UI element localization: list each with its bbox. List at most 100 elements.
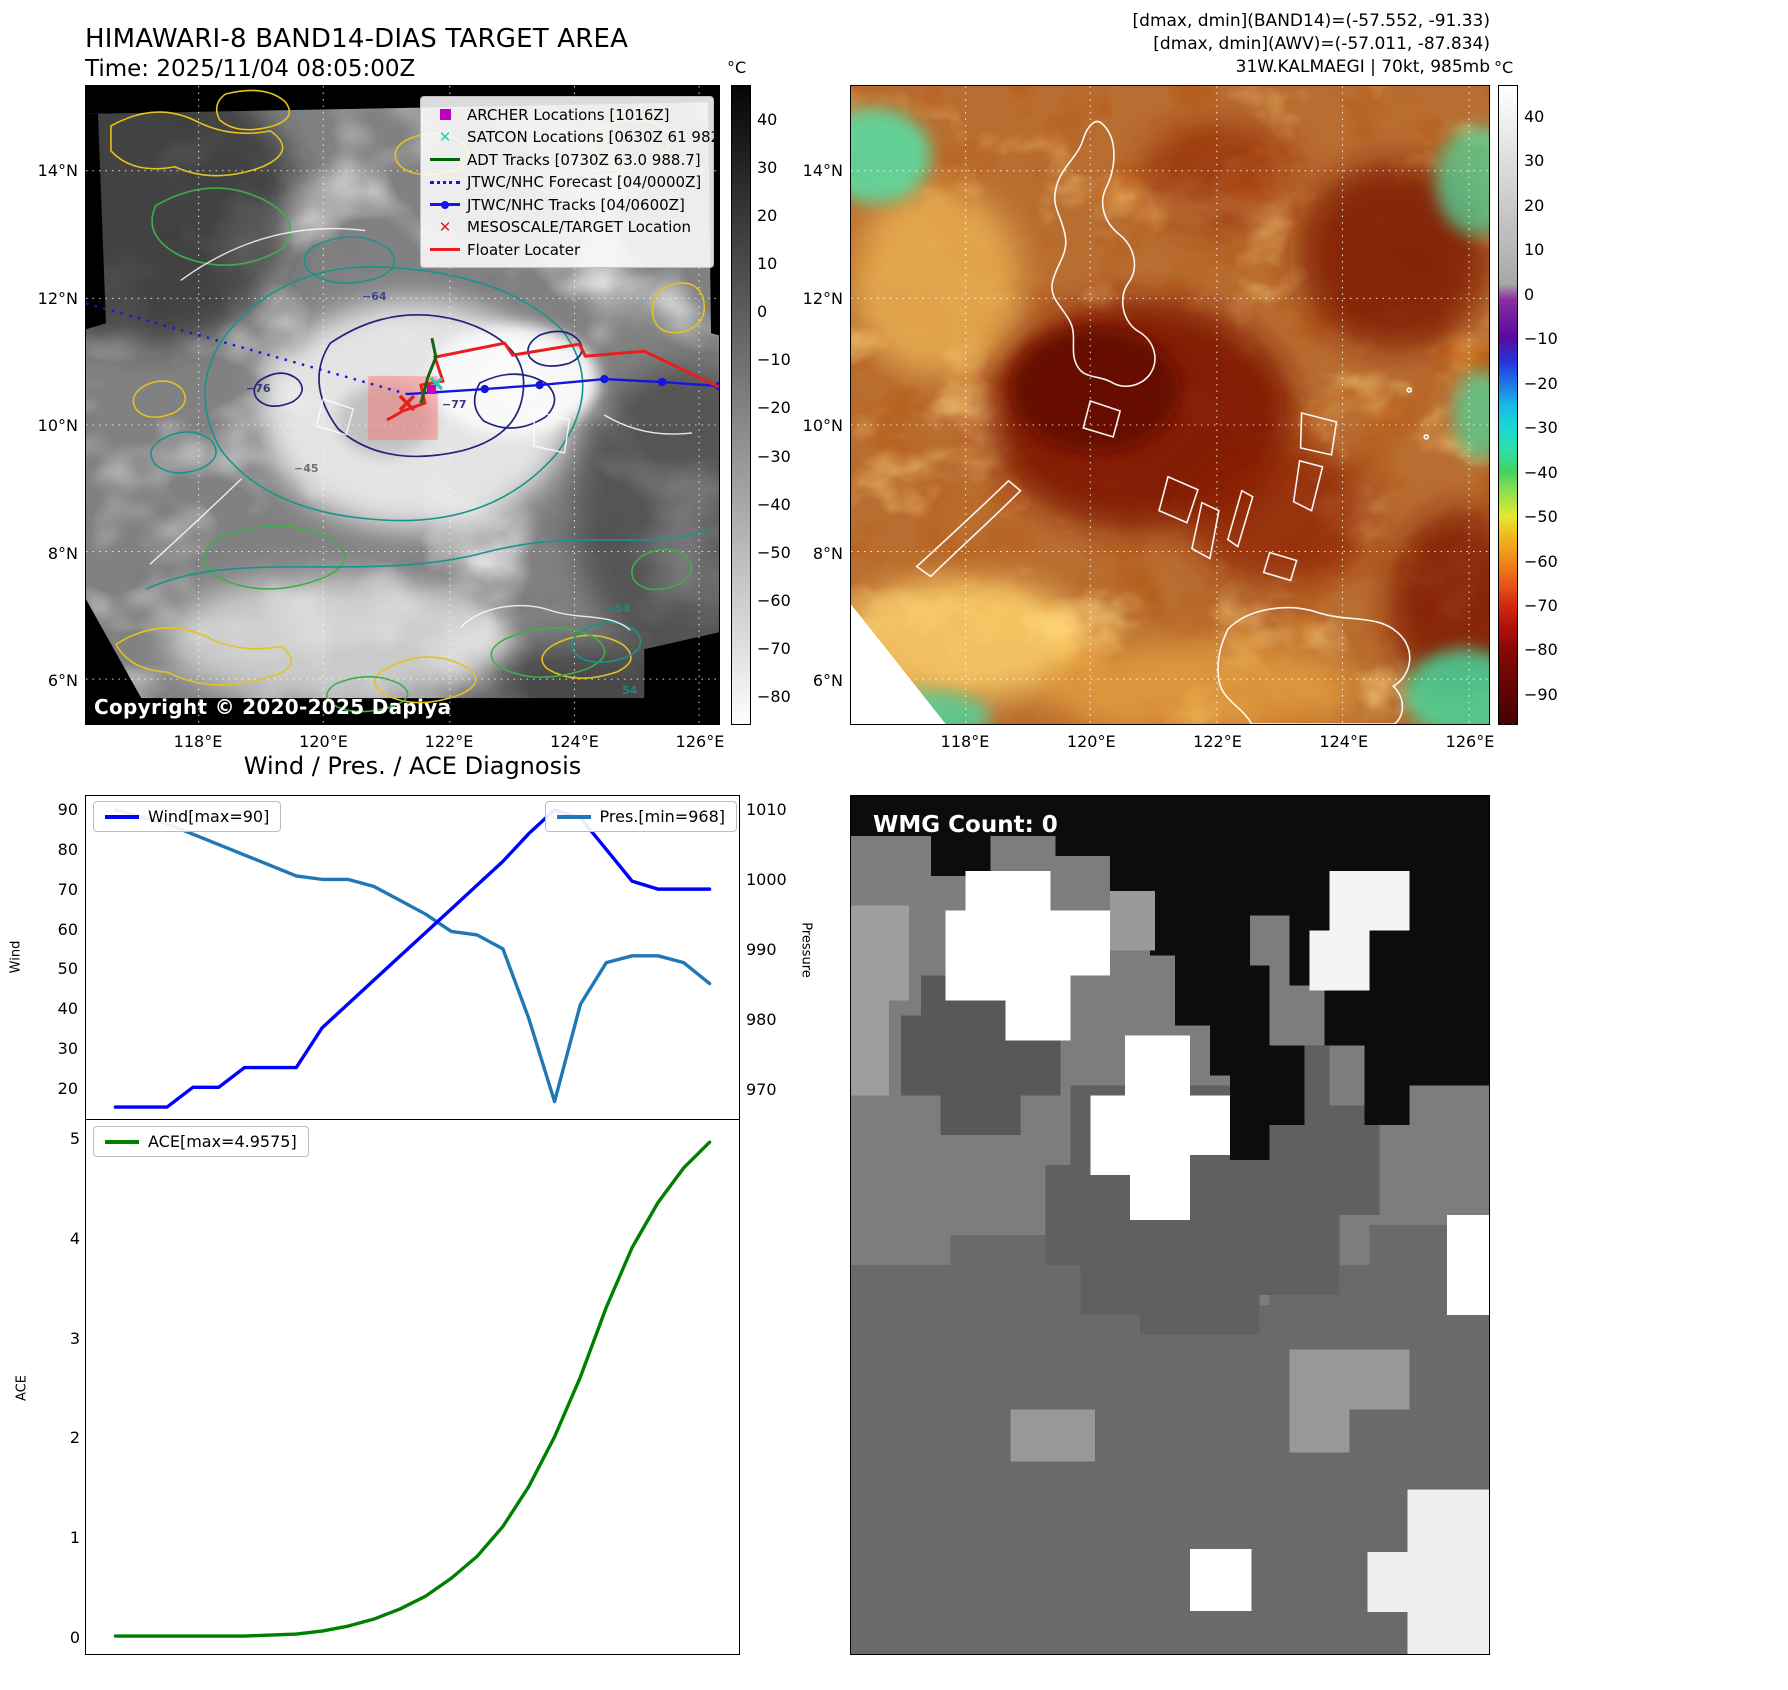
ace-tick-label: 4 [69,1228,80,1248]
ace-line [113,1140,712,1638]
floater-locater-line [386,341,719,422]
colorbar-tick-label: 0 [757,302,768,322]
contour-label: −77 [442,398,467,411]
contour-label: −45 [294,462,319,475]
mesoscale-target-x-icon [398,394,416,412]
lon-tick-label: 118°E [940,732,990,751]
wmg-panel: WMG Count: 0 [850,795,1490,1655]
colorbar-tick-label: −10 [1524,329,1558,349]
colorbar-tick-label: 40 [757,110,778,129]
colorbar-tick-label: −60 [1524,551,1558,571]
lat-tick-label: 10°N [37,416,78,435]
awv-lon-ticks: 118°E 120°E 122°E 124°E 126°E [933,732,1502,751]
wmg-light-patch [851,905,909,1096]
awv-header-line: 31W.KALMAEGI | 70kt, 985mb [1235,57,1490,77]
legend-item-label: SATCON Locations [0630Z 61 982] [467,128,720,146]
contour-label: −54 [606,602,631,615]
wind-tick-label: 20 [57,1078,78,1098]
band14-colorbar-unit: °C [727,58,747,77]
colorbar-tick-label: −50 [757,542,791,562]
lat-tick-label: 10°N [802,416,843,435]
wind-line-sample-icon [105,814,139,819]
colorbar-tick-label: −40 [757,494,791,514]
wind-tick-label: 30 [57,1039,78,1059]
awv-satellite-image [851,86,1489,724]
band14-map: ARCHER Locations [1016Z] SATCON Location… [85,85,720,725]
pressure-tick-label: 990 [746,940,777,959]
wind-tick-label: 40 [57,999,78,1019]
colorbar-tick-label: −30 [1524,418,1558,438]
legend-item: ARCHER Locations [1016Z] [430,105,704,124]
colorbar-tick-label: 40 [1524,107,1545,126]
wmg-count-label: WMG Count: 0 [873,812,1058,838]
awv-map [850,85,1490,725]
wind-y-ticks: 90 80 70 60 50 40 30 20 [38,801,78,1097]
wmg-light-patch [1010,1409,1096,1462]
colorbar-tick-label: −90 [1524,684,1558,704]
contours-teal [145,236,710,664]
archer-square-icon [426,385,436,395]
wind-pressure-chart [85,795,740,1120]
legend-item-label: JTWC/NHC Forecast [04/0000Z] [467,173,702,191]
pressure-line-sample-icon [556,814,591,819]
wmg-white-patch [945,870,1111,1041]
legend-marker-icon [430,197,460,213]
ace-line-sample-icon [105,1139,139,1144]
lon-tick-label: 124°E [1319,732,1369,751]
ace-axis-label: ACE [14,1375,30,1401]
colorbar-tick-label: −80 [757,686,791,706]
colorbar-tick-label: −70 [757,638,791,658]
band14-lat-ticks: 14°N 12°N 10°N 8°N 6°N [28,162,78,689]
band14-colorbar [731,85,751,725]
ace-legend-label: ACE[max=4.9575] [148,1132,297,1151]
colorbar-tick-label: 10 [757,254,778,274]
legend-item: ADT Tracks [0730Z 63.0 988.7] [430,150,704,169]
colorbar-tick-label: 20 [757,206,778,226]
band14-lon-ticks: 118°E 120°E 122°E 124°E 126°E [166,732,732,751]
awv-lat-ticks: 14°N 12°N 10°N 8°N 6°N [793,162,843,689]
lat-tick-label: 6°N [812,671,843,690]
awv-colorbar-unit: °C [1494,58,1514,77]
storm-tracks [86,302,719,440]
lat-tick-label: 12°N [37,288,78,308]
ace-chart [85,1120,740,1655]
ace-y-ticks: 5 4 3 2 1 0 [46,1130,80,1646]
lon-tick-label: 122°E [424,732,474,751]
wmg-white-patch [1447,1215,1489,1315]
colorbar-tick-label: 20 [1524,195,1545,215]
contour-label: −64 [362,290,387,303]
coastlines [149,227,693,631]
coastlines [915,120,1429,724]
ace-legend: ACE[max=4.9575] [93,1126,309,1157]
lon-tick-label: 120°E [299,732,348,751]
wmg-dark-field [851,1225,1489,1654]
legend-marker-icon [430,242,460,258]
wind-legend-label: Wind[max=90] [148,807,270,826]
colorbar-tick-label: −30 [757,446,791,466]
legend-marker-icon [430,152,460,168]
legend-item-label: ARCHER Locations [1016Z] [467,105,670,124]
legend-item: JTWC/NHC Tracks [04/0600Z] [430,195,704,214]
wmg-image [851,796,1489,1654]
wind-tick-label: 90 [57,800,78,819]
ace-tick-label: 0 [69,1627,80,1647]
ace-tick-label: 2 [69,1428,80,1448]
colorbar-tick-label: −20 [1524,373,1558,393]
wind-tick-label: 80 [57,839,78,859]
awv-colorbar [1498,85,1518,725]
wind-legend: Wind[max=90] [93,801,282,832]
legend-item-label: Floater Locater [467,240,581,259]
colorbar-tick-label: −70 [1524,595,1558,615]
wmg-white-patch [1367,1489,1489,1654]
contour-label: 54 [622,684,638,697]
legend-item: Floater Locater [430,240,704,259]
pressure-legend-label: Pres.[min=968] [599,807,725,826]
wmg-white-patch [1090,1035,1230,1221]
lon-tick-label: 126°E [1445,732,1495,751]
swath-edges [86,86,719,724]
pressure-tick-label: 1000 [746,870,787,889]
band14-legend: ARCHER Locations [1016Z] SATCON Location… [420,96,719,268]
ace-tick-label: 1 [69,1528,80,1548]
lat-tick-label: 8°N [812,543,843,563]
